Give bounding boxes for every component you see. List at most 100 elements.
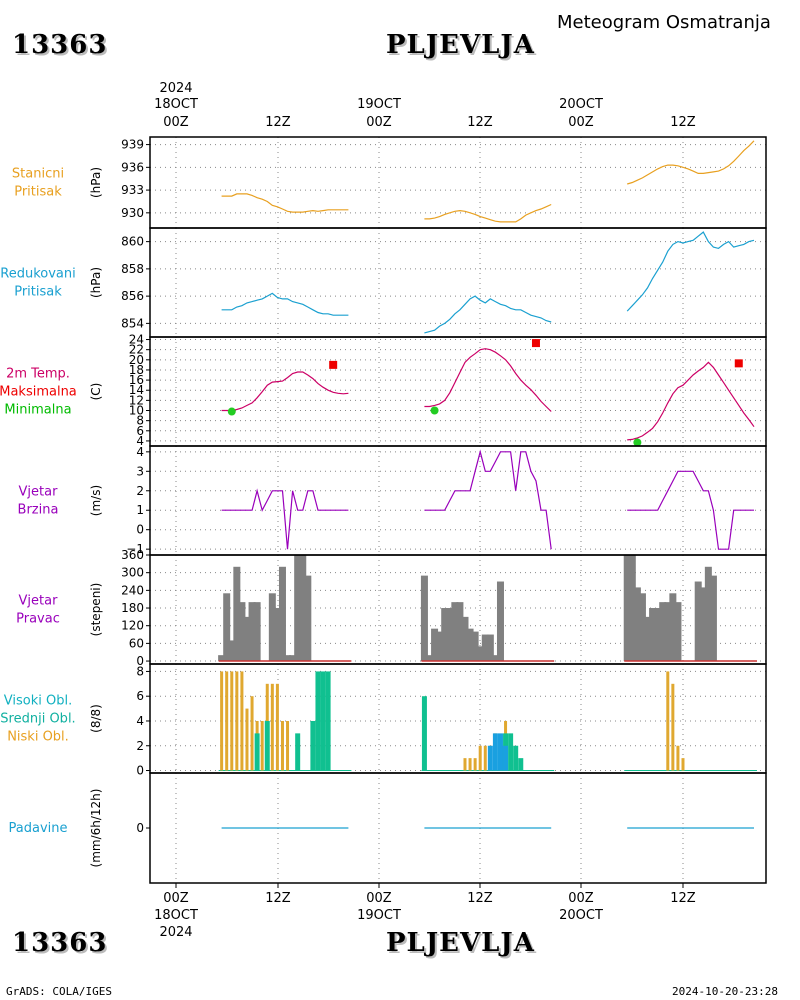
wind-direction-bar — [628, 555, 636, 662]
cloud-highlight-bar — [487, 745, 493, 771]
y-tick-label: 24 — [129, 333, 144, 347]
wind-direction-bar — [699, 587, 707, 662]
y-tick-label: 10 — [129, 404, 144, 418]
y-tick-label: 1 — [136, 503, 144, 517]
footer-station-name: PLJEVLJA — [386, 928, 535, 958]
y-tick-label: 4 — [136, 714, 144, 728]
panel-label: Minimalna — [4, 403, 71, 418]
low-cloud-bar — [270, 683, 274, 771]
panel-label: 2m Temp. — [6, 367, 70, 382]
wind-direction-bar — [709, 575, 717, 662]
wind_speed-line — [627, 470, 754, 550]
top-hour-label: 12Z — [467, 115, 493, 130]
panel-label: Pritisak — [14, 285, 62, 300]
wind-direction-bar — [223, 593, 231, 662]
y-tick-label: 22 — [129, 343, 144, 357]
wind-direction-bar — [304, 575, 312, 662]
bottom-hour-label: 00Z — [163, 891, 189, 906]
meteogram-title: Meteogram Osmatranja — [557, 12, 771, 33]
panel-label: Stanicni — [12, 167, 64, 182]
y-tick-label: 6 — [136, 424, 144, 438]
wind-direction-bar — [694, 581, 702, 662]
wind-direction-bar — [299, 555, 307, 662]
temperature_2m-line — [424, 348, 552, 412]
low-cloud-bar — [250, 696, 254, 771]
max-temp-marker — [329, 360, 338, 369]
temperature_2m-line — [627, 361, 755, 441]
wind-direction-bar — [664, 602, 672, 662]
wind-direction-bar — [649, 608, 657, 662]
wind-direction-bar — [426, 655, 433, 662]
y-tick-label: 16 — [129, 373, 144, 387]
wind-direction-bar — [233, 566, 241, 662]
low-cloud-bar — [671, 683, 675, 771]
y-axis-unit: (hPa) — [89, 267, 103, 298]
mid-cloud-bar — [421, 696, 427, 771]
wind-direction-bar — [294, 555, 302, 662]
top-date-label: 19OCT — [357, 97, 401, 112]
mid-cloud-bar — [295, 733, 301, 771]
max-temp-marker — [734, 359, 743, 368]
panel-label: Vjetar — [19, 594, 59, 609]
bottom-date-label: 19OCT — [357, 908, 401, 923]
reduced_pressure-line — [626, 231, 755, 312]
wind-direction-bar — [218, 655, 226, 662]
reduced_pressure-line — [424, 295, 552, 334]
wind-direction-bar — [253, 602, 261, 662]
wind-direction-bar — [481, 634, 489, 662]
y-tick-label: 180 — [121, 601, 144, 615]
bottom-hour-label: 12Z — [467, 891, 493, 906]
cloud-highlight-bar — [492, 733, 498, 771]
wind-direction-bar — [243, 616, 251, 662]
wind-direction-bar — [486, 634, 494, 662]
wind-direction-bar — [471, 631, 479, 662]
panel-label: Pravac — [16, 612, 60, 627]
panel-label: Pritisak — [14, 185, 62, 200]
low-cloud-bar — [483, 745, 487, 771]
wind-direction-bar — [238, 602, 246, 662]
min-temp-marker — [227, 407, 236, 416]
top-hour-label: 00Z — [568, 115, 594, 130]
wind-direction-bar — [431, 628, 439, 662]
y-tick-label: −1 — [126, 542, 144, 556]
mid-cloud-bar — [513, 745, 519, 771]
low-cloud-bar — [225, 671, 229, 771]
station_pressure-line — [424, 203, 552, 223]
panel-label: Padavine — [9, 821, 68, 836]
low-cloud-bar — [240, 671, 244, 771]
wind-direction-bar — [654, 608, 662, 662]
wind-direction-bar — [674, 602, 682, 662]
wind-direction-bar — [273, 608, 281, 662]
low-cloud-bar — [473, 758, 477, 771]
reduced_pressure-line — [221, 292, 349, 316]
y-tick-label: 0 — [136, 654, 144, 668]
wind-direction-bar — [659, 602, 667, 662]
footer-timestamp: 2024-10-20-23:28 — [672, 985, 778, 998]
bottom-year-label: 2024 — [159, 925, 192, 940]
y-axis-unit: (8/8) — [89, 704, 103, 733]
footer-credit: GrADS: COLA/IGES — [6, 985, 112, 998]
top-hour-label: 00Z — [163, 115, 189, 130]
low-cloud-bar — [260, 720, 264, 771]
y-axis-unit: (hPa) — [89, 167, 103, 198]
top-date-label: 20OCT — [559, 97, 603, 112]
min-temp-marker — [430, 406, 439, 415]
y-tick-label: 0 — [136, 821, 144, 835]
y-tick-label: 12 — [129, 393, 144, 407]
wind-direction-bar — [268, 593, 276, 662]
panel-label: Redukovani — [0, 267, 75, 282]
y-tick-label: 8 — [136, 414, 144, 428]
y-tick-label: 0 — [136, 764, 144, 778]
wind-direction-bar — [420, 575, 428, 662]
station-id: 13363 — [12, 30, 108, 60]
top-date-label: 18OCT — [154, 97, 198, 112]
station_pressure-line — [627, 140, 755, 185]
panel-label: Visoki Obl. — [4, 694, 72, 709]
y-tick-label: 18 — [129, 363, 144, 377]
y-tick-label: 3 — [136, 464, 144, 478]
y-tick-label: 60 — [129, 636, 144, 650]
mid-cloud-bar — [315, 671, 321, 771]
wind-direction-bar — [441, 608, 449, 662]
station-name: PLJEVLJA — [386, 30, 535, 60]
